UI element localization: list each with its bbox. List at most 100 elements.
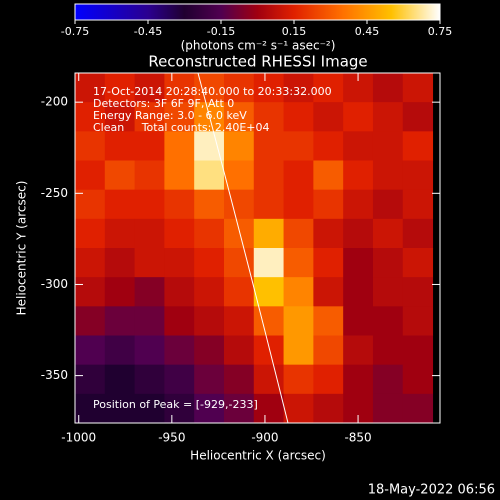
image-cell — [75, 189, 106, 220]
image-cell — [134, 306, 165, 336]
image-cell — [104, 160, 136, 191]
image-cell — [75, 160, 106, 191]
image-cell — [164, 393, 195, 423]
image-cell — [402, 160, 434, 191]
x-tick-label: -1000 — [61, 431, 96, 445]
image-cell — [313, 277, 344, 307]
image-cell — [283, 218, 314, 249]
colorbar-tick-label: -0.75 — [61, 25, 89, 38]
colorbar — [74, 3, 441, 21]
image-cell — [194, 160, 225, 191]
image-cell — [253, 73, 285, 103]
image-cell — [75, 364, 106, 395]
image-cell — [134, 335, 165, 366]
image-cell — [402, 131, 434, 161]
image-cell — [283, 335, 314, 366]
annotation: Energy Range: 3.0 - 6.0 keV — [93, 109, 247, 122]
image-cell — [283, 189, 314, 220]
image-cell — [372, 364, 404, 395]
image-cell — [283, 102, 314, 132]
image-cell — [283, 160, 314, 191]
annotation: Detectors: 3F 6F 9F, Att 0 — [93, 97, 234, 110]
annotation: Clean Total counts: 2.40E+04 — [93, 121, 270, 134]
image-cell — [75, 73, 106, 103]
image-cell — [194, 248, 225, 278]
image-cell — [223, 335, 255, 366]
colorbar-tick-label: -0.15 — [207, 25, 235, 38]
image-cell — [372, 102, 404, 132]
image-cell — [134, 73, 165, 103]
image-cell — [223, 131, 255, 161]
image-cell — [134, 277, 165, 307]
image-cell — [134, 364, 165, 395]
image-cell — [343, 277, 374, 307]
image-cell — [402, 102, 434, 132]
image-cell — [343, 102, 374, 132]
image-cell — [134, 131, 165, 161]
image-cell — [134, 189, 165, 220]
image-cell — [372, 73, 404, 103]
image-cell — [343, 189, 374, 220]
image-cell — [253, 218, 285, 249]
chart-title: Reconstructed RHESSI Image — [148, 53, 367, 71]
image-cell — [372, 306, 404, 336]
image-cell — [104, 189, 136, 220]
image-cell — [104, 131, 136, 161]
image-cell — [313, 218, 344, 249]
image-cell — [313, 248, 344, 278]
image-cell — [313, 364, 344, 395]
image-cell — [223, 218, 255, 249]
image-cell — [372, 131, 404, 161]
image-cell — [104, 364, 136, 395]
image-cell — [283, 306, 314, 336]
plot-frame — [74, 72, 441, 424]
colorbar-tick-label: -0.45 — [134, 25, 162, 38]
image-cell — [402, 393, 434, 423]
image-cell — [75, 335, 106, 366]
image-cell — [372, 160, 404, 191]
image-cell — [134, 102, 165, 132]
image-cell — [223, 248, 255, 278]
image-cell — [283, 131, 314, 161]
image-cell — [164, 248, 195, 278]
image-cell — [194, 306, 225, 336]
image-cell — [372, 277, 404, 307]
image-cell — [313, 189, 344, 220]
image-cell — [104, 306, 136, 336]
image-cell — [402, 277, 434, 307]
image-cell — [75, 102, 106, 132]
annotation: 17-Oct-2014 20:28:40.000 to 20:33:32.000 — [93, 85, 332, 98]
colorbar-label: (photons cm⁻² s⁻¹ asec⁻²) — [181, 39, 336, 53]
image-cell — [283, 393, 314, 423]
image-cell — [313, 73, 344, 103]
image-cell — [313, 160, 344, 191]
image-cell — [104, 73, 136, 103]
image-cell — [164, 364, 195, 395]
image-cell — [164, 131, 195, 161]
image-cell — [283, 277, 314, 307]
image-cell — [194, 335, 225, 366]
image-cell — [164, 102, 195, 132]
colorbar-tick-label: 0.45 — [355, 25, 380, 38]
image-cell — [343, 335, 374, 366]
peak-label: Position of Peak = [-929,-233] — [93, 398, 258, 411]
colorbar-tick-label: 0.15 — [282, 25, 307, 38]
image-cell — [253, 335, 285, 366]
solar-limb — [197, 73, 289, 423]
image-cell — [253, 277, 285, 307]
image-cell — [75, 131, 106, 161]
image-cell — [194, 218, 225, 249]
image-cell — [104, 335, 136, 366]
image-cell — [343, 131, 374, 161]
image-cell — [313, 131, 344, 161]
image-cell — [134, 160, 165, 191]
image-cell — [253, 160, 285, 191]
image-cell — [253, 102, 285, 132]
image-cell — [343, 248, 374, 278]
image-cell — [372, 248, 404, 278]
image-cell — [164, 218, 195, 249]
image-cell — [402, 73, 434, 103]
image-cell — [104, 248, 136, 278]
image-cell — [75, 218, 106, 249]
